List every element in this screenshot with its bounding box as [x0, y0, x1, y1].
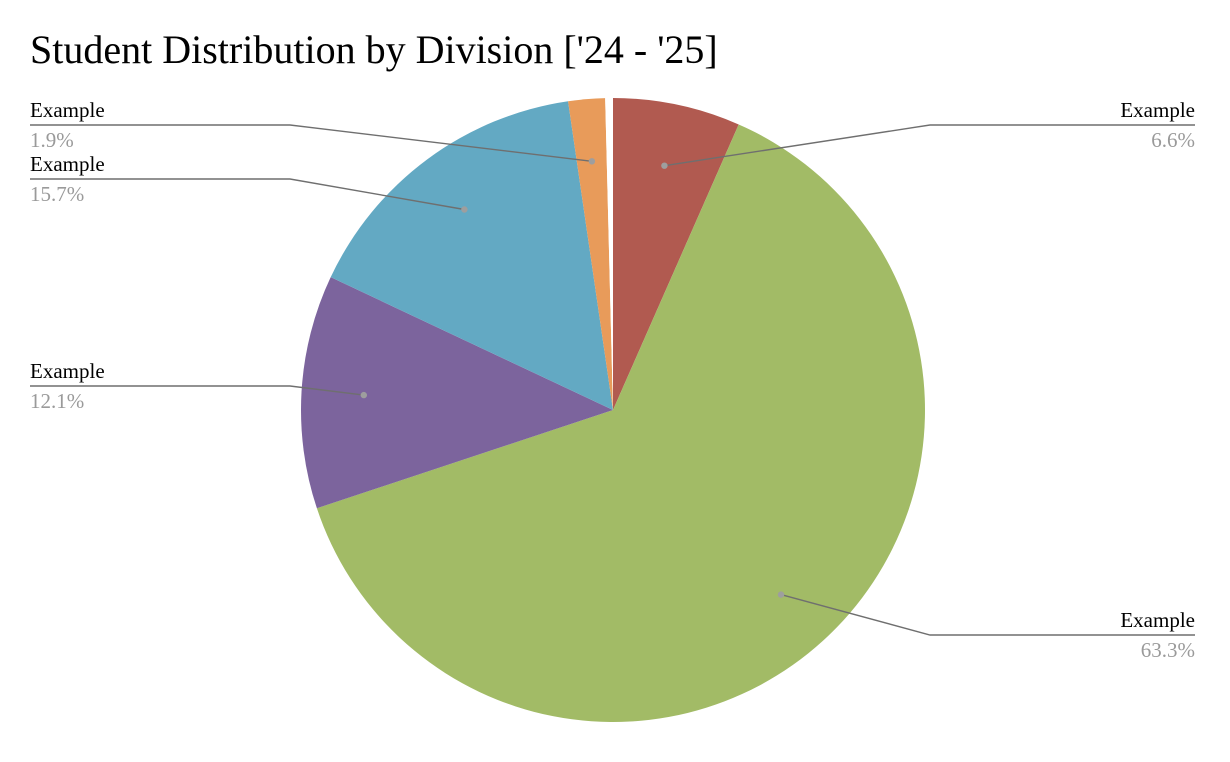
pie-slice-unlabeled — [605, 98, 613, 410]
pie-slice — [330, 101, 613, 410]
chart-title: Student Distribution by Division ['24 - … — [30, 27, 718, 72]
slice-value-label: 12.1% — [30, 389, 84, 413]
pie-slice — [568, 98, 613, 410]
slice-value-label: 63.3% — [1141, 638, 1195, 662]
slice-label: Example — [30, 152, 105, 176]
leader-dot — [360, 391, 367, 399]
slice-value-label: 15.7% — [30, 182, 84, 206]
leader-line — [664, 124, 1195, 167]
slice-label: Example — [1120, 98, 1195, 122]
slice-value-label: 6.6% — [1151, 128, 1195, 152]
leader-dot — [777, 591, 785, 598]
leader-dot — [461, 206, 468, 213]
leader-dot — [661, 162, 668, 169]
leader-lines — [30, 124, 1195, 636]
slice-label: Example — [30, 98, 105, 122]
leader-dot — [588, 158, 596, 165]
slice-label: Example — [1120, 608, 1195, 632]
leader-line — [780, 593, 1195, 636]
slice-labels: Example 6.6% Example 63.3% Example 12.1% Examp… — [30, 98, 1195, 662]
leader-line — [30, 124, 592, 162]
slice-value-label: 1.9% — [30, 128, 74, 152]
slice-label: Example — [30, 359, 105, 383]
leader-line — [30, 178, 465, 211]
pie-slice — [613, 98, 739, 410]
pie-slice — [300, 277, 613, 509]
pie-slice — [316, 124, 925, 722]
pie-slices — [300, 98, 925, 722]
leader-line — [30, 385, 364, 396]
